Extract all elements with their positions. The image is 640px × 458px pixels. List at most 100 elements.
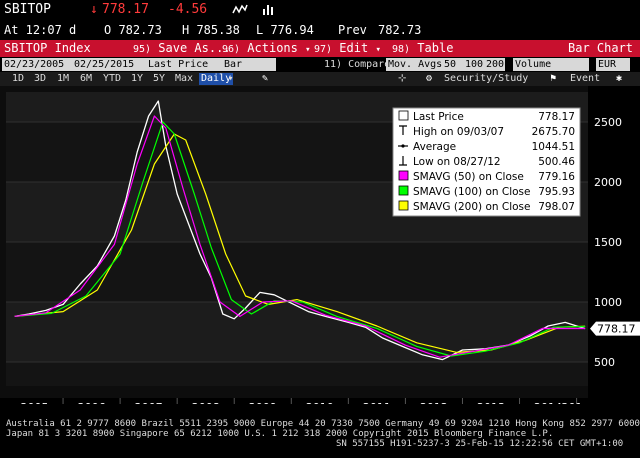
current-price-label: 778.17: [597, 323, 636, 336]
period-3d[interactable]: 3D: [34, 73, 47, 84]
compare-select[interactable]: Mov. Avgs: [386, 58, 442, 71]
legend-value: 779.16: [538, 171, 575, 183]
ma1-field[interactable]: 50: [442, 58, 463, 71]
view-mode[interactable]: Bar Chart: [568, 41, 634, 55]
currency-select[interactable]: EUR: [596, 58, 630, 71]
x-tick-label: 2006: [78, 401, 106, 404]
low-marker-icon: [399, 156, 407, 166]
settings-icon[interactable]: ✱: [616, 73, 623, 84]
end-date-field[interactable]: 02/25/2015: [72, 58, 146, 71]
legend-item: High on 09/03/07 2675.70: [399, 125, 575, 138]
x-tick-label: 2008: [192, 401, 220, 404]
y-tick-label: 2000: [594, 176, 622, 189]
series-line-last-price: [14, 100, 586, 361]
series-line-sma-3: [14, 133, 586, 353]
quote-header: SBITOP ↓ 778.17 -4.56: [0, 0, 640, 20]
current-price-marker: 778.17: [590, 321, 640, 336]
down-arrow-icon: ↓: [90, 2, 98, 17]
bar-chart-icon[interactable]: [262, 3, 276, 16]
x-tick-label: 2005: [21, 401, 49, 404]
legend-value: 798.07: [538, 201, 575, 213]
legend-label: Last Price: [413, 111, 464, 123]
save-as-button[interactable]: 95) Save As...: [133, 40, 231, 58]
table-button[interactable]: 98) Table: [392, 40, 453, 58]
chart-band: [6, 302, 588, 362]
legend-item: SMAVG (50) on Close 779.16: [398, 170, 575, 183]
security-name[interactable]: SBITOP Index: [4, 41, 91, 55]
dropdown-arrow-icon: ▾: [375, 45, 381, 55]
legend-value: 1044.51: [532, 141, 575, 153]
volume-select[interactable]: Volume: [513, 58, 589, 71]
period-1d[interactable]: 1D: [12, 73, 25, 84]
period-daily[interactable]: Daily: [199, 73, 234, 85]
chart-band: [6, 362, 588, 386]
period-6m[interactable]: 6M: [80, 73, 93, 84]
edit-menu[interactable]: 97) Edit ▾: [314, 40, 381, 59]
x-tick-label: 2007: [135, 401, 163, 404]
price-chart[interactable]: 500 1000 1500 2000 2500 2005 2006 2007 2008 2009…: [0, 86, 640, 404]
legend-swatch: [398, 170, 409, 181]
legend-value: 795.93: [538, 186, 575, 198]
legend-label: SMAVG (100) on Close: [413, 186, 530, 198]
open-price: O 782.73: [104, 23, 162, 37]
period-1y[interactable]: 1Y: [131, 73, 144, 84]
legend-value: 778.17: [538, 111, 575, 123]
price-change: -4.56: [168, 2, 208, 17]
footer-line-1: Australia 61 2 9777 8600 Brazil 5511 239…: [6, 419, 640, 429]
x-tick-label: 2014: [534, 401, 562, 404]
security-study-button[interactable]: Security/Study: [444, 73, 529, 84]
price-field-select[interactable]: Last Price: [146, 58, 222, 71]
chart-style-select[interactable]: Bar: [222, 58, 276, 71]
legend-value: 2675.70: [532, 126, 575, 138]
ticker-symbol: SBITOP: [4, 2, 51, 17]
ma2-field[interactable]: 100: [463, 58, 484, 71]
edit-label: Edit: [339, 41, 369, 55]
sparkline-icon[interactable]: [232, 3, 248, 16]
legend-label: SMAVG (200) on Close: [413, 201, 530, 213]
legend-box: [392, 107, 581, 217]
period-1m[interactable]: 1M: [57, 73, 70, 84]
actions-menu[interactable]: 96) Actions ▾: [222, 40, 311, 59]
actions-label: Actions: [247, 41, 298, 55]
average-dot-icon: [401, 144, 405, 148]
legend-item: Low on 08/27/12 500.46: [399, 156, 575, 168]
legend-label: High on 09/03/07: [413, 126, 504, 138]
legend-item: Last Price 778.17: [398, 110, 575, 123]
legend-swatch: [398, 200, 409, 211]
table-label: Table: [417, 41, 454, 55]
chart-band: [6, 242, 588, 302]
pencil-icon[interactable]: ✎: [262, 73, 269, 84]
crosshair-icon[interactable]: ⊹: [398, 73, 407, 84]
period-5y[interactable]: 5Y: [153, 73, 166, 84]
actions-number: 96): [222, 44, 241, 55]
dropdown-arrow-icon: ▾: [305, 45, 311, 55]
series-line-sma-1: [14, 115, 586, 358]
prev-label: Prev: [338, 23, 367, 37]
period-ytd[interactable]: YTD: [103, 73, 122, 84]
series-line-sma-2: [14, 121, 586, 357]
edit-number: 97): [314, 44, 333, 55]
legend-label: SMAVG (50) on Close: [413, 171, 524, 183]
event-button[interactable]: Event: [570, 73, 601, 84]
legend-value: 500.46: [538, 156, 575, 168]
quote-details: At 12:07 d O 782.73 H 785.38 L 776.94 Pr…: [0, 20, 640, 40]
x-tick-label: 2011: [363, 401, 391, 404]
gear-icon[interactable]: ⚙: [426, 73, 433, 84]
table-number: 98): [392, 44, 411, 55]
save-as-number: 95): [133, 44, 152, 55]
period-max[interactable]: Max: [175, 73, 194, 84]
footer-line-2: Japan 81 3 3201 8900 Singapore 65 6212 1…: [6, 429, 554, 439]
high-marker-icon: [399, 125, 407, 135]
last-price: 778.17: [102, 2, 149, 17]
footer-line-3: SN 557155 H191-5237-3 25-Feb-15 12:22:56…: [336, 439, 624, 449]
chart-series: [14, 100, 586, 361]
dropdown-arrow-icon[interactable]: ▾: [228, 74, 234, 84]
legend-swatch: [398, 110, 409, 121]
prev-price: 782.73: [378, 23, 422, 37]
y-tick-label: 500: [594, 356, 615, 369]
start-date-field[interactable]: 02/23/2005: [2, 58, 72, 71]
x-tick-label: 201: [562, 401, 583, 404]
compare-label: 11) Compare: [324, 59, 391, 70]
ma3-field[interactable]: 200: [484, 58, 505, 71]
flag-icon[interactable]: ⚑: [550, 73, 557, 84]
